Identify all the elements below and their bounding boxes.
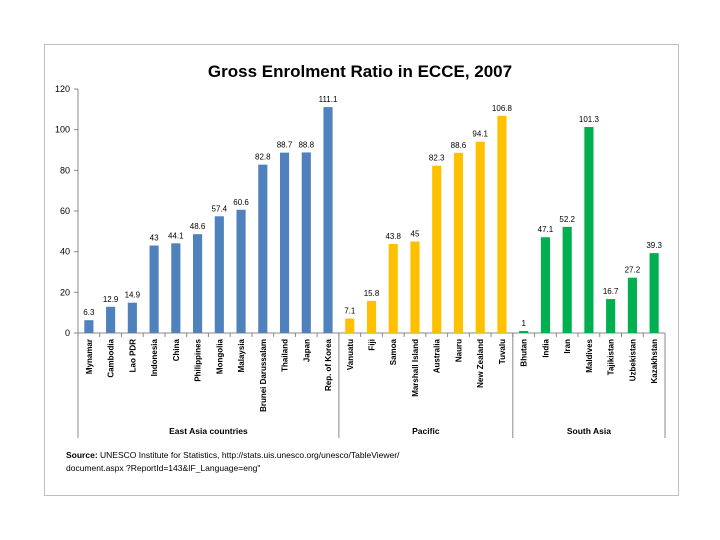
category-label: Iran xyxy=(563,339,572,354)
data-label: 106.8 xyxy=(492,104,513,113)
bar xyxy=(540,237,550,333)
bar xyxy=(106,306,116,333)
bar xyxy=(345,318,355,333)
source-label: Source: xyxy=(66,450,98,460)
category-label: Rep. of Korea xyxy=(324,338,333,391)
data-label: 60.6 xyxy=(233,198,249,207)
data-label: 111.1 xyxy=(319,95,338,104)
data-label: 52.2 xyxy=(559,215,575,224)
source-note: Source: UNESCO Institute for Statistics,… xyxy=(66,449,626,475)
category-label: Vanuatu xyxy=(346,339,355,370)
category-label: Philippines xyxy=(194,338,203,381)
data-label: 82.8 xyxy=(255,153,271,162)
bar xyxy=(171,243,181,333)
data-label: 39.3 xyxy=(646,241,662,250)
data-label: 16.7 xyxy=(603,287,619,296)
y-tick-label: 20 xyxy=(60,287,70,297)
category-label: Mongolia xyxy=(215,338,224,374)
data-label: 43.8 xyxy=(385,232,401,241)
data-label: 94.1 xyxy=(472,130,488,139)
y-tick-label: 60 xyxy=(60,206,70,216)
data-label: 48.6 xyxy=(190,222,206,231)
data-label: 7.1 xyxy=(344,307,356,316)
data-label: 6.3 xyxy=(83,308,95,317)
y-tick-label: 40 xyxy=(60,247,70,257)
data-label: 57.4 xyxy=(212,204,228,213)
bar xyxy=(301,152,311,333)
bar xyxy=(236,209,246,333)
source-text-2: document.aspx ?ReportId=143&IF_Language=… xyxy=(66,463,261,473)
category-label: Tuvalu xyxy=(498,339,507,364)
data-label: 82.3 xyxy=(429,154,445,163)
category-label: Lao PDR xyxy=(128,339,137,373)
data-label: 47.1 xyxy=(538,225,554,234)
bar xyxy=(323,107,333,333)
y-tick-label: 100 xyxy=(55,125,70,135)
category-label: New Zealand xyxy=(476,339,485,388)
bar xyxy=(584,127,594,333)
group-label: Pacific xyxy=(412,426,440,436)
category-label: Uzbekistan xyxy=(628,339,637,381)
bar xyxy=(627,277,637,333)
data-label: 15.8 xyxy=(364,289,380,298)
bar xyxy=(453,152,464,333)
bar xyxy=(127,302,137,333)
data-label: 14.9 xyxy=(125,291,141,300)
chart-title: Gross Enrolment Ratio in ECCE, 2007 xyxy=(208,62,512,81)
data-label: 88.7 xyxy=(277,141,293,150)
category-label: Marshall Island xyxy=(411,339,420,397)
data-label: 1 xyxy=(521,319,526,328)
category-label: Japan xyxy=(302,339,311,362)
data-label: 44.1 xyxy=(168,231,184,240)
category-label: Bhutan xyxy=(520,339,529,367)
bar xyxy=(519,330,529,333)
bar xyxy=(149,245,159,333)
category-label: Samoa xyxy=(389,338,398,365)
y-tick-label: 120 xyxy=(55,84,70,94)
bar xyxy=(388,243,398,333)
bar xyxy=(562,226,572,333)
bar xyxy=(214,216,224,333)
bar xyxy=(497,115,507,333)
category-label: Kazakhstan xyxy=(650,339,659,384)
category-label: Brunei Darussalam xyxy=(259,339,268,412)
y-tick-label: 0 xyxy=(65,328,70,338)
category-label: China xyxy=(172,338,181,361)
data-label: 27.2 xyxy=(625,266,641,275)
data-label: 88.8 xyxy=(298,140,314,149)
category-label: Cambodia xyxy=(107,338,116,377)
bar xyxy=(410,241,420,333)
bar xyxy=(432,165,442,333)
category-label: Thailand xyxy=(281,339,290,372)
bar xyxy=(279,152,290,333)
category-label: Nauru xyxy=(454,339,463,362)
data-label: 88.6 xyxy=(451,141,467,150)
category-label: India xyxy=(541,338,550,357)
data-label: 12.9 xyxy=(103,295,119,304)
bar xyxy=(366,300,377,333)
category-label: Maldives xyxy=(585,338,594,372)
category-label: Fiji xyxy=(368,339,377,351)
data-label: 101.3 xyxy=(579,115,600,124)
category-label: Mynamar xyxy=(85,339,94,374)
bar xyxy=(606,299,616,333)
data-label: 43 xyxy=(150,234,159,243)
category-label: Tajikistan xyxy=(607,339,616,375)
bar xyxy=(193,234,203,333)
bar xyxy=(649,253,659,333)
source-text: UNESCO Institute for Statistics, http://… xyxy=(100,450,400,460)
category-label: Malaysia xyxy=(237,338,246,372)
data-label: 45 xyxy=(411,230,420,239)
bar xyxy=(84,320,94,333)
bar xyxy=(475,141,485,333)
group-label: East Asia countries xyxy=(169,426,248,436)
category-label: Australia xyxy=(433,338,442,373)
bar xyxy=(258,164,268,333)
y-tick-label: 80 xyxy=(60,165,70,175)
category-label: Indonesia xyxy=(150,338,159,376)
group-label: South Asia xyxy=(567,426,611,436)
